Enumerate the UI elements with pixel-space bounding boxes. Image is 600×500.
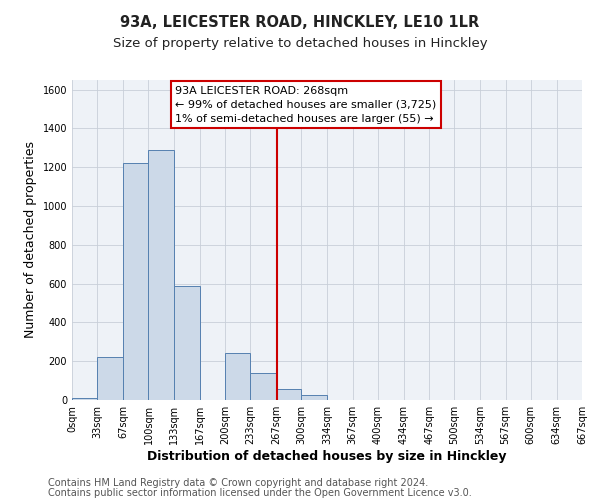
Bar [97,358,123,400]
Bar [250,373,276,400]
Bar [301,395,328,400]
Bar [148,150,173,400]
Text: 93A LEICESTER ROAD: 268sqm
← 99% of detached houses are smaller (3,725)
1% of se: 93A LEICESTER ROAD: 268sqm ← 99% of deta… [175,86,436,124]
Text: 93A, LEICESTER ROAD, HINCKLEY, LE10 1LR: 93A, LEICESTER ROAD, HINCKLEY, LE10 1LR [121,15,479,30]
Text: Size of property relative to detached houses in Hinckley: Size of property relative to detached ho… [113,38,487,51]
X-axis label: Distribution of detached houses by size in Hinckley: Distribution of detached houses by size … [147,450,507,463]
Text: Contains public sector information licensed under the Open Government Licence v3: Contains public sector information licen… [48,488,472,498]
Y-axis label: Number of detached properties: Number of detached properties [24,142,37,338]
Bar [276,390,301,400]
Bar [123,164,148,400]
Text: Contains HM Land Registry data © Crown copyright and database right 2024.: Contains HM Land Registry data © Crown c… [48,478,428,488]
Bar [173,286,200,400]
Bar [225,354,250,400]
Bar [72,398,97,400]
